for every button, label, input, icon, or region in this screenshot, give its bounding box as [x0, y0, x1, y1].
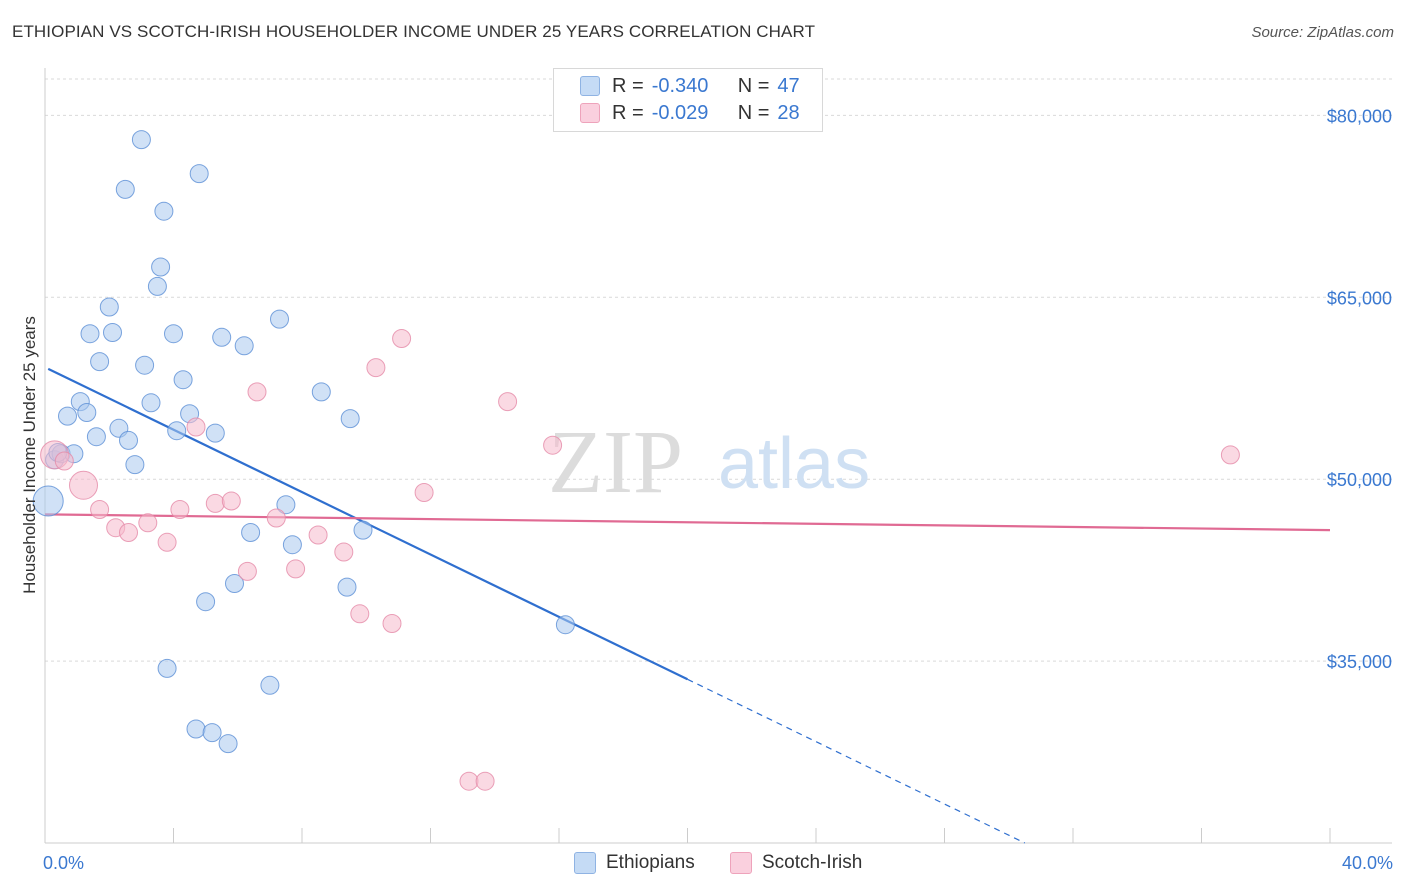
- scotch-irish-point: [138, 513, 158, 533]
- ethiopians-point: [241, 523, 261, 542]
- x-tick-label: 40.0%: [1342, 853, 1393, 873]
- ethiopians-point: [276, 495, 296, 515]
- scotch-irish-point: [186, 417, 206, 437]
- ethiopians-point: [154, 201, 174, 221]
- scotch-irish-point: [221, 491, 241, 511]
- ethiopians-point: [125, 455, 145, 475]
- scotch-irish-point: [366, 358, 386, 378]
- legend-swatch-scotch-irish: [580, 103, 600, 123]
- scotch-irish-point: [69, 470, 98, 500]
- scotch-irish-point: [237, 561, 257, 581]
- scotch-irish-point: [543, 435, 563, 455]
- ethiopians-point: [186, 719, 206, 739]
- scotch-irish-point: [266, 508, 286, 528]
- y-tick-label: $35,000: [1327, 652, 1392, 672]
- ethiopians-point: [115, 179, 135, 199]
- x-tick-label: 0.0%: [43, 853, 84, 873]
- ethiopians-point: [131, 130, 151, 150]
- ethiopians-point: [555, 615, 575, 635]
- ethiopians-point: [260, 675, 280, 695]
- legend-r-value: -0.340: [651, 74, 709, 97]
- scotch-irish-point: [205, 493, 225, 513]
- scotch-irish-point: [286, 559, 306, 579]
- scotch-irish-point: [459, 771, 479, 791]
- y-tick-label: $50,000: [1327, 470, 1392, 490]
- ethiopians-point: [103, 323, 122, 342]
- ethiopians-point: [212, 327, 232, 347]
- ethiopians-point: [234, 336, 254, 356]
- watermark-atlas: atlas: [718, 424, 870, 504]
- scotch-irish-point: [392, 329, 412, 348]
- series-legend-scotch-irish: Scotch-Irish: [730, 852, 862, 874]
- ethiopians-point: [173, 370, 193, 390]
- chart-title: ETHIOPIAN VS SCOTCH-IRISH HOUSEHOLDER IN…: [12, 22, 816, 41]
- legend-r-label: R =: [612, 74, 644, 97]
- ethiopians-point: [202, 723, 222, 743]
- ethiopians-point: [218, 734, 238, 754]
- y-axis-label: Householder Income Under 25 years: [20, 316, 39, 594]
- series-label-scotch-irish: Scotch-Irish: [762, 852, 863, 873]
- scotch-irish-point: [334, 542, 354, 562]
- ethiopians-point: [167, 421, 187, 441]
- ethiopians-point: [164, 324, 183, 344]
- scotch-irish-point: [54, 451, 74, 471]
- ethiopians-point: [147, 276, 167, 296]
- ethiopians-point: [282, 535, 302, 555]
- ethiopians-point: [90, 352, 110, 372]
- legend-n-value: 28: [777, 101, 800, 124]
- ethiopians-point: [196, 592, 216, 612]
- legend-r-label: R =: [612, 101, 644, 124]
- source-label: Source: ZipAtlas.com: [1251, 24, 1394, 41]
- scotch-irish-point: [157, 532, 177, 552]
- ethiopians-point: [151, 257, 171, 277]
- ethiopians-trend-extension: [687, 678, 1026, 844]
- ethiopians-point: [225, 574, 244, 593]
- scotch-irish-trend-line: [44, 513, 1331, 532]
- scotch-irish-point: [475, 771, 495, 791]
- ethiopians-point: [157, 658, 177, 678]
- scotch-irish-point: [247, 382, 267, 402]
- ethiopians-point: [205, 423, 225, 443]
- legend-row-ethiopians: R = -0.340 N = 47: [580, 73, 800, 99]
- series-swatch-ethiopians: [574, 852, 596, 874]
- legend-n-value: 47: [777, 74, 800, 97]
- series-label-ethiopians: Ethiopians: [606, 852, 695, 873]
- scotch-irish-point: [1220, 445, 1240, 465]
- legend-n-label: N =: [737, 101, 770, 124]
- scotch-irish-point: [119, 523, 138, 542]
- scotch-irish-point: [90, 500, 110, 519]
- ethiopians-point: [340, 409, 360, 429]
- legend-n-label: N =: [737, 74, 770, 97]
- y-tick-label: $80,000: [1327, 106, 1392, 126]
- ethiopians-point: [270, 309, 289, 329]
- ethiopians-point: [99, 297, 119, 317]
- legend-swatch-ethiopians: [580, 76, 600, 96]
- ethiopians-point: [189, 164, 209, 184]
- y-tick-label: $65,000: [1327, 288, 1392, 308]
- legend-row-scotch-irish: R = -0.029 N = 28: [580, 100, 800, 126]
- ethiopians-point: [337, 577, 357, 597]
- ethiopians-point: [86, 427, 106, 447]
- correlation-legend: R = -0.340 N = 47 R = -0.029 N = 28: [553, 68, 823, 132]
- ethiopians-point: [77, 403, 97, 422]
- ethiopians-point: [32, 485, 64, 517]
- watermark-zip: ZIP: [548, 413, 683, 512]
- ethiopians-point: [80, 324, 100, 344]
- legend-r-value: -0.029: [651, 101, 709, 124]
- scotch-irish-point: [350, 604, 370, 624]
- scotch-irish-point: [498, 392, 518, 412]
- scotch-irish-point: [382, 614, 402, 633]
- scotch-irish-point: [170, 500, 190, 519]
- ethiopians-point: [353, 520, 373, 540]
- scotch-irish-point: [308, 525, 328, 545]
- ethiopians-point: [311, 382, 331, 402]
- scotch-irish-point: [414, 483, 434, 502]
- series-swatch-scotch-irish: [730, 852, 752, 874]
- ethiopians-point: [141, 393, 161, 413]
- ethiopians-point: [119, 430, 138, 450]
- ethiopians-point: [58, 406, 77, 426]
- series-legend-ethiopians: Ethiopians: [574, 852, 695, 874]
- ethiopians-point: [135, 355, 155, 375]
